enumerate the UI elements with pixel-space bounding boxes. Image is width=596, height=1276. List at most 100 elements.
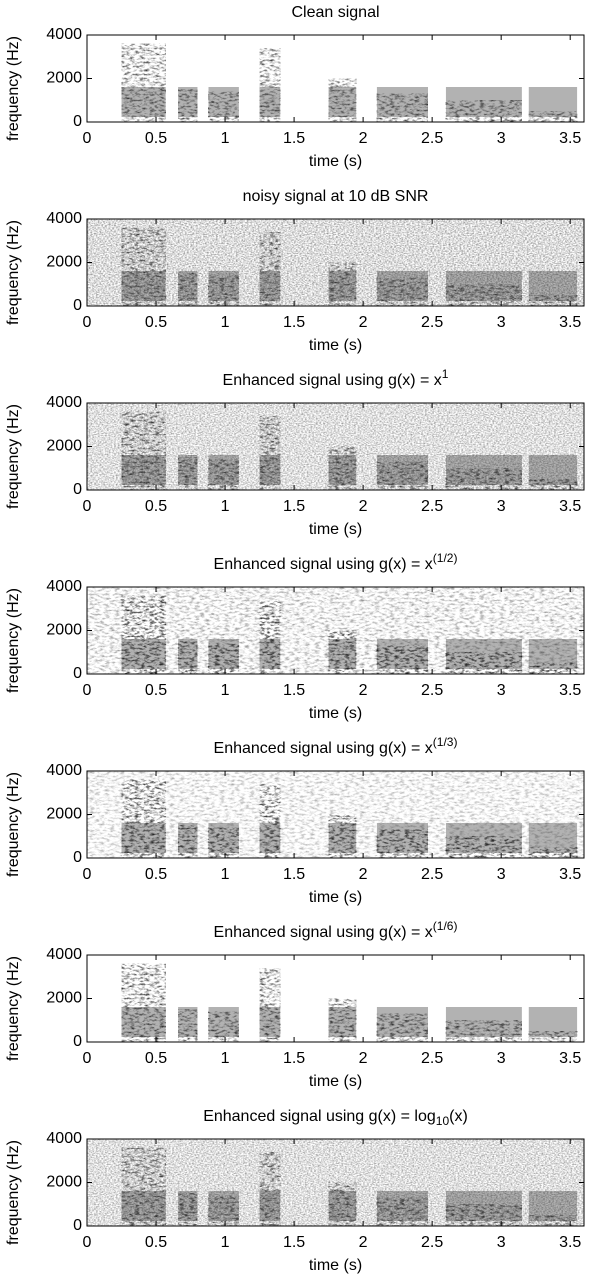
panel: Enhanced signal using g(x) = x(1/2) 0 0.5 1… — [5, 551, 585, 722]
x-tick-label: 3.5 — [559, 1234, 581, 1251]
x-tick-label: 3 — [497, 866, 506, 883]
x-tick-label: 3 — [497, 1234, 506, 1251]
x-tick-label: 1 — [221, 130, 230, 147]
x-axis-label: time (s) — [309, 1257, 362, 1274]
spectrogram-energy — [445, 652, 522, 674]
spectrogram-energy — [121, 963, 145, 1042]
spectrogram-energy-low — [528, 1191, 578, 1221]
spectrogram-energy — [328, 262, 357, 306]
y-tick-label: 0 — [73, 849, 82, 866]
spectrogram-energy-low — [121, 1191, 145, 1221]
spectrogram-energy-low — [208, 1191, 239, 1221]
spectrogram-energy-low — [528, 1007, 578, 1037]
spectrogram-energy-low — [376, 1191, 428, 1221]
y-axis-label: frequency (Hz) — [5, 772, 22, 877]
y-tick-label: 2000 — [46, 622, 82, 639]
spectrogram-energy-low — [144, 455, 166, 485]
title-part: 10 — [436, 1114, 450, 1128]
spectrogram-energy-low — [328, 271, 357, 301]
y-tick-label: 4000 — [46, 210, 82, 227]
spectrogram-energy — [208, 1195, 239, 1226]
title-part: (1/2) — [433, 551, 458, 565]
y-tick-label: 4000 — [46, 26, 82, 43]
title-part: Enhanced signal using g(x) = log — [203, 1108, 436, 1125]
spectrogram-energy-low — [259, 639, 281, 669]
panel: Enhanced signal using g(x) = log10(x) 0 0.… — [5, 1108, 585, 1274]
spectrogram-energy — [144, 1147, 166, 1226]
spectrogram-energy — [445, 468, 522, 490]
spectrogram-energy-low — [445, 271, 522, 301]
spectrogram-energy — [178, 641, 198, 674]
x-tick-label: 1 — [221, 1234, 230, 1251]
x-tick-label: 2 — [359, 498, 368, 515]
spectrogram-energy — [259, 416, 281, 490]
spectrogram-energy-low — [144, 1007, 166, 1037]
title-part: 1 — [442, 367, 449, 381]
x-tick-label: 1.5 — [283, 1050, 305, 1067]
chart-title: Clean signal — [291, 4, 379, 21]
spectrogram-energy — [208, 1011, 239, 1042]
x-tick-label: 1 — [221, 498, 230, 515]
spectrogram-energy-low — [144, 1191, 166, 1221]
x-tick-label: 2 — [359, 1234, 368, 1251]
spectrogram-energy-low — [121, 87, 145, 117]
spectrogram-energy — [445, 836, 522, 858]
x-tick-label: 3 — [497, 498, 506, 515]
x-tick-label: 0.5 — [145, 1234, 167, 1251]
spectrogram-energy-low — [178, 1191, 198, 1221]
spectrogram-energy-low — [144, 87, 166, 117]
spectrogram-energy-low — [208, 455, 239, 485]
x-tick-label: 0.5 — [145, 1050, 167, 1067]
spectrogram-energy-low — [208, 1007, 239, 1037]
y-tick-label: 2000 — [46, 806, 82, 823]
spectrogram-energy-low — [144, 271, 166, 301]
spectrogram-energy — [144, 779, 166, 858]
spectrogram-energy — [178, 825, 198, 858]
spectrogram-energy-low — [178, 823, 198, 853]
chart-title: Enhanced signal using g(x) = log10(x) — [203, 1108, 468, 1128]
spectrogram-energy — [376, 1013, 428, 1042]
spectrogram-energy-low — [376, 823, 428, 853]
spectrogram-energy — [178, 457, 198, 490]
spectrogram-energy-low — [328, 87, 357, 117]
y-tick-label: 2000 — [46, 990, 82, 1007]
spectrogram-energy — [328, 446, 357, 490]
spectrogram-energy-low — [328, 1191, 357, 1221]
x-tick-label: 2 — [359, 314, 368, 331]
x-tick-label: 3.5 — [559, 866, 581, 883]
chart-title: noisy signal at 10 dB SNR — [243, 188, 429, 205]
y-axis-label: frequency (Hz) — [5, 404, 22, 509]
chart-title: Enhanced signal using g(x) = x(1/3) — [214, 735, 458, 757]
chart-title: Enhanced signal using g(x) = x(1/6) — [214, 919, 458, 941]
spectrogram-energy — [208, 91, 239, 122]
spectrogram-energy — [178, 273, 198, 306]
spectrogram-energy — [445, 1020, 522, 1042]
y-tick-label: 0 — [73, 1217, 82, 1234]
x-tick-label: 3 — [497, 1050, 506, 1067]
spectrogram-energy — [144, 227, 166, 306]
y-tick-label: 4000 — [46, 762, 82, 779]
spectrogram-energy — [376, 93, 428, 122]
y-tick-label: 4000 — [46, 1130, 82, 1147]
spectrogram-energy — [259, 784, 281, 858]
spectrogram-energy — [528, 479, 578, 490]
spectrogram-energy — [528, 847, 578, 858]
x-tick-label: 3 — [497, 130, 506, 147]
spectrogram-energy-low — [259, 271, 281, 301]
y-tick-label: 0 — [73, 1033, 82, 1050]
x-tick-label: 2 — [359, 130, 368, 147]
x-tick-label: 1.5 — [283, 314, 305, 331]
x-tick-label: 1.5 — [283, 498, 305, 515]
x-tick-label: 1.5 — [283, 130, 305, 147]
spectrogram-energy — [376, 829, 428, 858]
chart-title: Enhanced signal using g(x) = x(1/2) — [214, 551, 458, 573]
y-tick-label: 4000 — [46, 946, 82, 963]
x-tick-label: 0.5 — [145, 682, 167, 699]
spectrogram-energy-low — [445, 1191, 522, 1221]
chart-title: Enhanced signal using g(x) = x1 — [223, 367, 449, 389]
y-tick-label: 2000 — [46, 438, 82, 455]
spectrogram-energy-low — [178, 87, 198, 117]
x-tick-label: 1 — [221, 314, 230, 331]
panel: Enhanced signal using g(x) = x(1/3) 0 0.5 1… — [5, 735, 585, 906]
x-tick-label: 2 — [359, 1050, 368, 1067]
